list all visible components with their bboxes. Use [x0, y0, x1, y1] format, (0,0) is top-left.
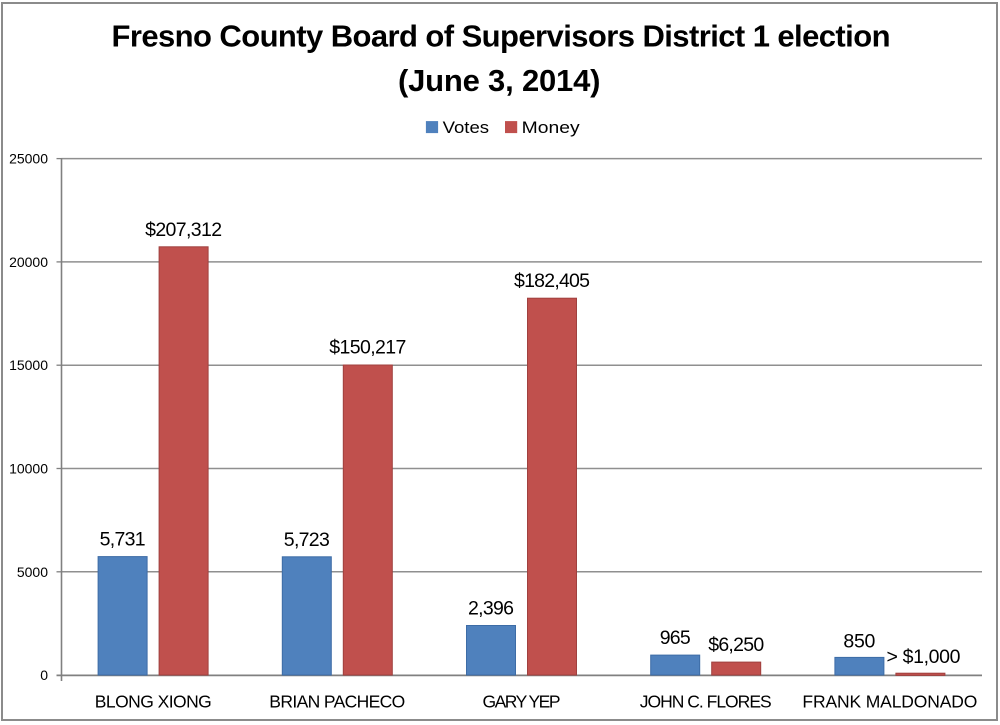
svg-text:JOHN C. FLORES: JOHN C. FLORES	[640, 692, 772, 712]
svg-text:$182,405: $182,405	[514, 270, 590, 292]
svg-text:5000: 5000	[17, 564, 48, 580]
svg-text:BLONG XIONG: BLONG XIONG	[95, 692, 212, 712]
svg-text:25000: 25000	[9, 151, 48, 167]
svg-text:15000: 15000	[9, 357, 48, 373]
svg-text:10000: 10000	[9, 461, 48, 477]
svg-text:Fresno County Board of Supervi: Fresno County Board of Supervisors Distr…	[112, 18, 891, 53]
svg-text:$150,217: $150,217	[329, 337, 406, 359]
svg-text:$207,312: $207,312	[145, 219, 222, 241]
svg-text:850: 850	[843, 630, 875, 652]
svg-text:> $1,000: > $1,000	[887, 646, 961, 668]
svg-text:2,396: 2,396	[468, 598, 514, 620]
svg-text:BRIAN PACHECO: BRIAN PACHECO	[269, 692, 405, 712]
svg-text:965: 965	[660, 627, 691, 649]
svg-text:$6,250: $6,250	[708, 634, 764, 656]
svg-text:0: 0	[40, 667, 48, 683]
svg-text:5,723: 5,723	[284, 529, 330, 551]
svg-text:GARY YEP: GARY YEP	[483, 692, 561, 712]
svg-text:20000: 20000	[9, 254, 48, 270]
svg-text:FRANK MALDONADO: FRANK MALDONADO	[802, 692, 977, 712]
svg-text:Votes: Votes	[443, 118, 490, 137]
svg-text:Money: Money	[522, 118, 581, 137]
svg-text:(June 3, 2014): (June 3, 2014)	[398, 63, 601, 98]
svg-text:5,731: 5,731	[100, 529, 146, 551]
